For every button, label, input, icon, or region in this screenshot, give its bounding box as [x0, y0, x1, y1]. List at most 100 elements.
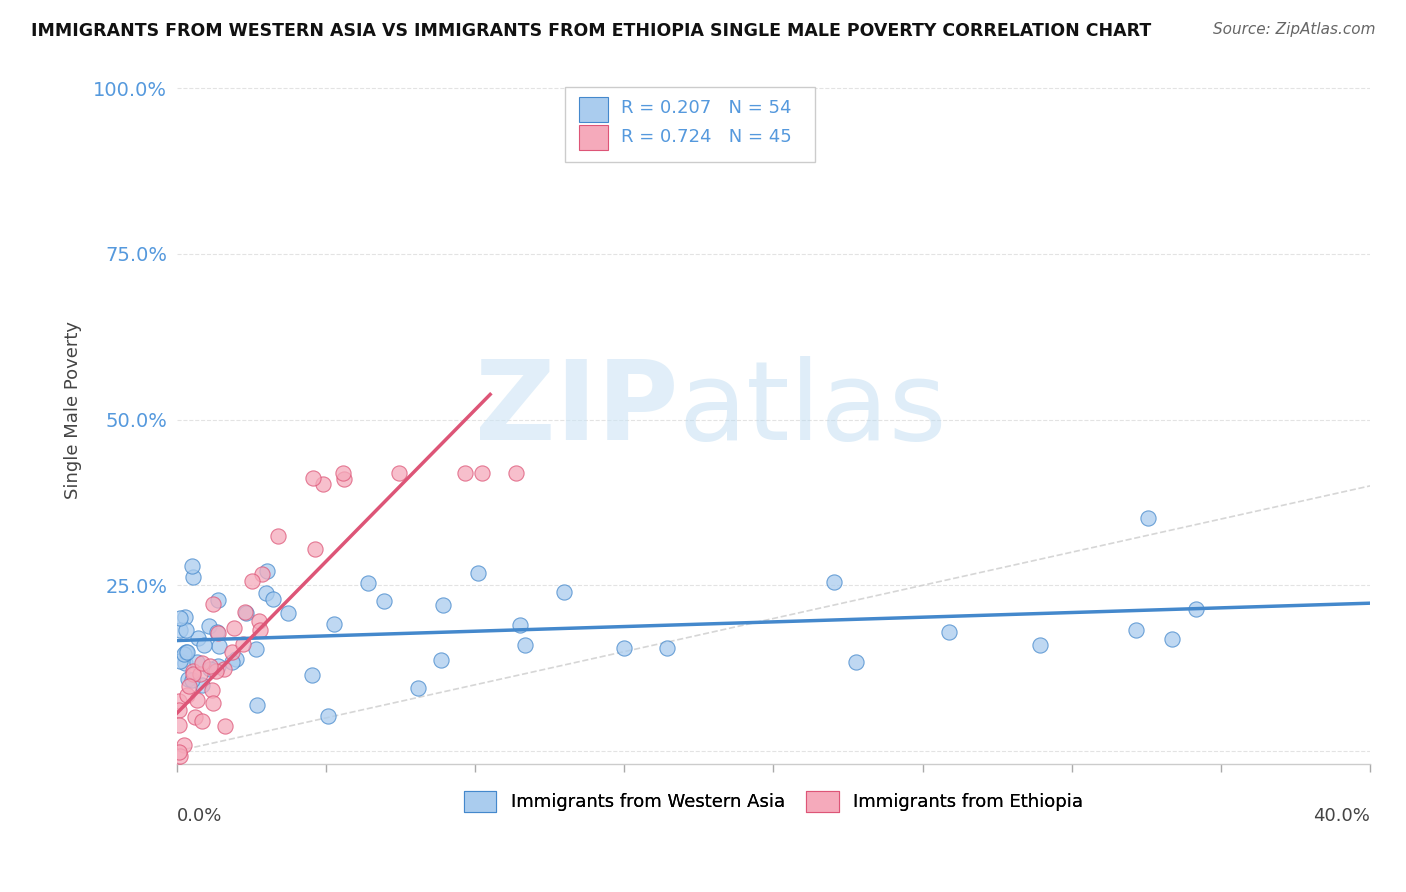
Point [167, 718, 190, 732]
Point [432, 598, 454, 612]
Point [176, 645, 198, 659]
Point [179, 784, 201, 798]
Point [1185, 602, 1208, 616]
Point [214, 719, 236, 733]
Point [176, 689, 198, 703]
Point [173, 656, 195, 670]
Point [198, 619, 221, 633]
Text: R = 0.724   N = 45: R = 0.724 N = 45 [621, 128, 792, 145]
Text: R = 0.207   N = 54: R = 0.207 N = 54 [621, 99, 792, 118]
Point [201, 597, 224, 611]
Point [246, 698, 269, 713]
Point [262, 592, 284, 607]
Point [1029, 638, 1052, 652]
Point [167, 694, 190, 708]
Y-axis label: Single Male Poverty: Single Male Poverty [65, 321, 82, 499]
Point [202, 696, 225, 710]
Point [173, 739, 195, 753]
Point [250, 567, 273, 582]
Point [198, 659, 221, 673]
Point [225, 652, 247, 666]
Point [553, 585, 575, 599]
Point [509, 617, 531, 632]
Point [181, 665, 204, 679]
Point [205, 624, 228, 639]
Point [173, 609, 195, 624]
Point [254, 586, 277, 600]
Point [233, 605, 256, 619]
Point [169, 610, 191, 624]
Point [173, 647, 195, 661]
Point [221, 645, 243, 659]
Point [193, 638, 215, 652]
Point [267, 529, 290, 543]
Point [429, 653, 451, 667]
Point [247, 614, 270, 628]
Point [179, 784, 201, 798]
FancyBboxPatch shape [565, 87, 815, 161]
Point [655, 641, 678, 656]
Text: atlas: atlas [678, 356, 946, 463]
Point [190, 656, 212, 670]
Point [177, 679, 200, 693]
Point [169, 654, 191, 668]
Point [467, 566, 489, 581]
Point [186, 693, 208, 707]
Point [181, 559, 204, 574]
Point [505, 466, 527, 480]
Text: IMMIGRANTS FROM WESTERN ASIA VS IMMIGRANTS FROM ETHIOPIA SINGLE MALE POVERTY COR: IMMIGRANTS FROM WESTERN ASIA VS IMMIGRAN… [31, 22, 1152, 40]
Point [169, 623, 191, 637]
Point [332, 466, 354, 480]
Point [188, 667, 211, 681]
Text: Source: ZipAtlas.com: Source: ZipAtlas.com [1212, 22, 1375, 37]
Point [181, 570, 204, 584]
Point [187, 631, 209, 645]
Point [471, 466, 494, 480]
Point [845, 656, 868, 670]
Point [454, 466, 477, 480]
Point [167, 745, 190, 759]
Point [312, 477, 335, 491]
Point [256, 564, 278, 578]
Point [169, 749, 191, 764]
Point [1161, 632, 1184, 646]
Point [406, 681, 429, 695]
Point [513, 639, 536, 653]
Point [174, 623, 197, 637]
Point [181, 673, 204, 687]
Point [373, 594, 395, 608]
Point [191, 678, 214, 692]
Point [184, 710, 207, 724]
Point [207, 593, 229, 607]
Point [235, 606, 257, 620]
FancyBboxPatch shape [579, 97, 607, 122]
Text: 40.0%: 40.0% [1313, 807, 1369, 825]
Point [221, 655, 243, 669]
Point [191, 714, 214, 728]
Point [200, 662, 222, 676]
Point [322, 617, 344, 632]
Point [249, 624, 271, 638]
Point [214, 662, 236, 676]
Point [301, 668, 323, 682]
Point [207, 658, 229, 673]
Point [1125, 624, 1147, 638]
Text: 0.0%: 0.0% [177, 807, 222, 825]
Point [205, 664, 228, 678]
Point [208, 639, 231, 653]
Point [174, 776, 197, 790]
Point [357, 576, 380, 591]
Point [304, 541, 326, 556]
Point [823, 575, 845, 590]
Point [167, 703, 190, 717]
Point [938, 624, 960, 639]
Point [207, 626, 229, 640]
Point [240, 574, 263, 588]
Point [613, 641, 636, 656]
Point [174, 645, 197, 659]
Point [177, 672, 200, 686]
Point [245, 642, 267, 657]
FancyBboxPatch shape [579, 126, 607, 150]
Point [277, 607, 299, 621]
Point [232, 637, 254, 651]
